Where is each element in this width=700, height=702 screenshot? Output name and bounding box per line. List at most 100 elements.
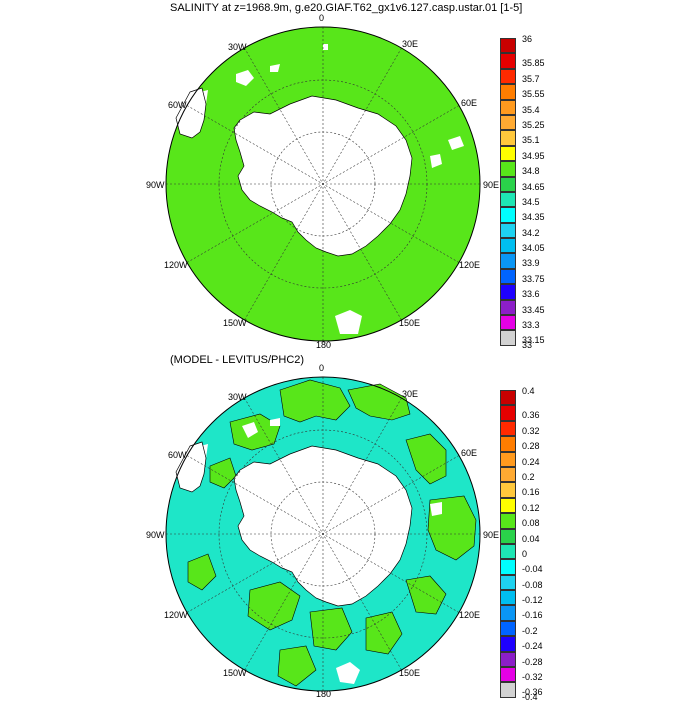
legend-entry: -0.24 bbox=[500, 636, 560, 652]
lon-label-150e: 150E bbox=[399, 318, 420, 328]
legend-label: 35.55 bbox=[522, 89, 545, 100]
lon-label-90w: 90W bbox=[146, 180, 165, 190]
legend-entry: 35.85 bbox=[500, 53, 560, 69]
legend-entry: -0.36 -0.4 bbox=[500, 682, 560, 702]
legend-entry: 33.45 bbox=[500, 299, 560, 316]
legend-label: 33.3 bbox=[522, 320, 540, 331]
lon-label-0: 0 bbox=[319, 13, 324, 23]
legend-label: 35.85 bbox=[522, 58, 545, 69]
legend-entry: -0.32 bbox=[500, 667, 560, 683]
legend-swatch bbox=[500, 559, 516, 575]
legend-swatch bbox=[500, 482, 516, 498]
legend-swatch bbox=[500, 99, 516, 115]
lon-label-150w: 150W bbox=[223, 668, 247, 678]
south-america-tip bbox=[175, 441, 207, 493]
legend-swatch bbox=[500, 38, 516, 54]
legend-swatch bbox=[500, 497, 516, 514]
legend-label: -0.12 bbox=[522, 595, 543, 606]
salinity-panel: SALINITY at z=1968.9m, g.e20.GIAF.T62_gx… bbox=[0, 0, 700, 350]
lon-label-180: 180 bbox=[316, 689, 331, 699]
legend-label: -0.32 bbox=[522, 672, 543, 683]
legend-swatch bbox=[500, 466, 516, 483]
legend-label: 0.32 bbox=[522, 425, 540, 436]
legend-label: -0.4 bbox=[522, 692, 538, 702]
legend-label: 33.15 bbox=[522, 335, 545, 346]
legend-entry: -0.28 bbox=[500, 651, 560, 668]
color-legend: 36 35.85 35.7 35.55 35.4 35.25 35.1 34.95 34.8 34… bbox=[500, 34, 560, 350]
lon-label-120e: 120E bbox=[459, 260, 480, 270]
legend-entry: -0.16 bbox=[500, 605, 560, 621]
legend-label: -0.08 bbox=[522, 579, 543, 590]
legend-label: 0 bbox=[522, 548, 528, 559]
legend-swatch bbox=[500, 513, 516, 529]
lon-label-90e: 90E bbox=[483, 530, 499, 540]
legend-entry: 0.28 bbox=[500, 436, 560, 452]
legend-label: 33.75 bbox=[522, 273, 545, 284]
legend-entry: 0 bbox=[500, 543, 560, 560]
lon-label-90w: 90W bbox=[146, 530, 165, 540]
legend-entry: 0.4 bbox=[500, 386, 560, 406]
legend-swatch bbox=[500, 436, 516, 452]
legend-swatch bbox=[500, 605, 516, 621]
legend-swatch bbox=[500, 667, 516, 683]
legend-label: 0.12 bbox=[522, 502, 540, 513]
legend-swatch bbox=[500, 330, 516, 346]
legend-entry: 34.05 bbox=[500, 238, 560, 254]
legend-label: 33.6 bbox=[522, 289, 540, 300]
lon-label-60w: 60W bbox=[168, 450, 187, 460]
legend-entry: 35.4 bbox=[500, 99, 560, 115]
legend-swatch bbox=[500, 574, 516, 591]
legend-swatch bbox=[500, 161, 516, 177]
legend-label: 34.05 bbox=[522, 243, 545, 254]
legend-entry: 34.5 bbox=[500, 191, 560, 208]
legend-entry: 33.15 33 bbox=[500, 330, 560, 350]
legend-swatch bbox=[500, 238, 516, 254]
map-rim bbox=[165, 26, 481, 342]
legend-swatch bbox=[500, 53, 516, 69]
legend-entry: 33.9 bbox=[500, 253, 560, 269]
legend-entry: 0.2 bbox=[500, 466, 560, 483]
legend-swatch bbox=[500, 68, 516, 85]
legend-label: 35.25 bbox=[522, 119, 545, 130]
legend-label: 34.5 bbox=[522, 196, 540, 207]
lon-label-30e: 30E bbox=[402, 39, 418, 49]
lon-label-60e: 60E bbox=[461, 98, 477, 108]
lon-label-150w: 150W bbox=[223, 318, 247, 328]
legend-label: 0.08 bbox=[522, 518, 540, 529]
legend-swatch bbox=[500, 543, 516, 560]
legend-label: 0.2 bbox=[522, 471, 535, 482]
legend-entry: -0.2 bbox=[500, 620, 560, 637]
legend-label: 34.35 bbox=[522, 212, 545, 223]
legend-label: 33 bbox=[522, 340, 533, 351]
legend-label: 35.7 bbox=[522, 73, 540, 84]
lon-label-60e: 60E bbox=[461, 448, 477, 458]
legend-entry: 35.55 bbox=[500, 84, 560, 100]
legend-label: 33.45 bbox=[522, 304, 545, 315]
legend-swatch bbox=[500, 84, 516, 100]
legend-label: -0.2 bbox=[522, 625, 538, 636]
lon-label-120w: 120W bbox=[164, 260, 188, 270]
graticule bbox=[166, 377, 480, 691]
legend-entry: 33.3 bbox=[500, 315, 560, 331]
legend-swatch bbox=[500, 315, 516, 331]
legend-entry: 35.1 bbox=[500, 130, 560, 146]
longitude-labels: 0 30E 60E 90E 120E 150E 180 150W 120W 90… bbox=[146, 13, 499, 350]
legend-entry: 34.2 bbox=[500, 222, 560, 239]
color-legend: 0.4 0.36 0.32 0.28 0.24 0.2 0.16 0.12 0.08 0.04 0 -… bbox=[500, 386, 560, 702]
legend-label: -0.24 bbox=[522, 641, 543, 652]
legend-entry: 0.32 bbox=[500, 420, 560, 437]
lon-label-120e: 120E bbox=[459, 610, 480, 620]
legend-label: 34.2 bbox=[522, 227, 540, 238]
legend-entry: 34.95 bbox=[500, 145, 560, 162]
legend-swatch bbox=[500, 284, 516, 300]
lon-label-0: 0 bbox=[319, 363, 324, 373]
legend-swatch bbox=[500, 114, 516, 131]
legend-label: 34.8 bbox=[522, 166, 540, 177]
legend-label: 0.36 bbox=[522, 410, 540, 421]
legend-entry: -0.04 bbox=[500, 559, 560, 575]
lon-label-30w: 30W bbox=[228, 42, 247, 52]
legend-entry: 33.75 bbox=[500, 268, 560, 285]
legend-swatch bbox=[500, 451, 516, 467]
legend-entry: -0.12 bbox=[500, 590, 560, 606]
legend-swatch bbox=[500, 145, 516, 162]
